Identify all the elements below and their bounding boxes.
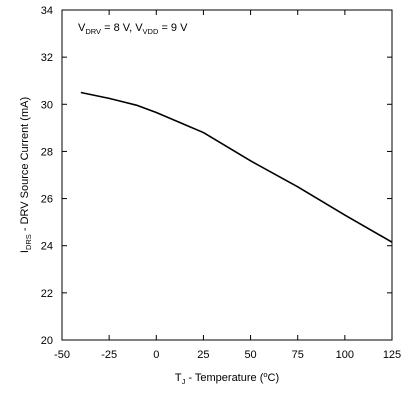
x-tick-label: 0: [153, 349, 159, 361]
x-tick-label: -50: [54, 349, 70, 361]
annotation-v1-val: = 8 V, V: [101, 22, 143, 34]
x-tick-label: 100: [336, 349, 354, 361]
y-tick-label: 28: [41, 146, 53, 158]
x-axis-tick-labels: -50 -25 0 25 50 75 100 125: [54, 349, 401, 361]
x-axis-title-main: T: [175, 372, 182, 384]
x-tick-label: 75: [292, 349, 304, 361]
x-tick-label: 25: [197, 349, 209, 361]
series-line: [80, 91, 393, 243]
x-axis-title-end: C): [268, 372, 280, 384]
y-tick-label: 30: [41, 99, 53, 111]
y-axis-title-main: I: [19, 250, 31, 253]
x-tick-label: -25: [101, 349, 117, 361]
x-axis-title-sup: o: [263, 370, 267, 379]
plot-frame: [61, 9, 393, 341]
x-axis-title: TJ - Temperature (oC): [175, 370, 279, 386]
x-tick-label: 50: [244, 349, 256, 361]
y-axis-title: IDRS - DRV Source Current (mA): [19, 97, 33, 253]
y-tick-label: 22: [41, 288, 53, 300]
y-tick-label: 26: [41, 194, 53, 206]
x-axis-title-rest: - Temperature (: [185, 372, 263, 384]
y-axis-title-sub: DRS: [24, 234, 33, 250]
x-axis-ticks: [61, 10, 393, 340]
y-tick-label: 20: [41, 335, 53, 347]
x-tick-label: 125: [383, 349, 401, 361]
annotation-v2-sub: VDD: [143, 27, 159, 36]
x-axis-title-sub: J: [182, 377, 186, 386]
annotation-v1-sub: DRV: [85, 27, 101, 36]
plot-area: -50 -25 0 25 50 75 100 125 20 22 24 26 28 30 32 34: [41, 5, 401, 361]
y-tick-label: 32: [41, 52, 53, 64]
annotation-v1: V: [78, 22, 86, 34]
y-axis-title-rest: - DRV Source Current (mA): [19, 97, 31, 234]
annotation-v2-val: = 9 V: [158, 22, 188, 34]
y-axis-tick-labels: 20 22 24 26 28 30 32 34: [41, 5, 53, 347]
y-tick-label: 24: [41, 241, 53, 253]
y-axis-ticks: [62, 9, 392, 341]
chart-annotation: VDRV = 8 V, VVDD = 9 V: [78, 22, 188, 36]
y-tick-label: 34: [41, 5, 53, 17]
